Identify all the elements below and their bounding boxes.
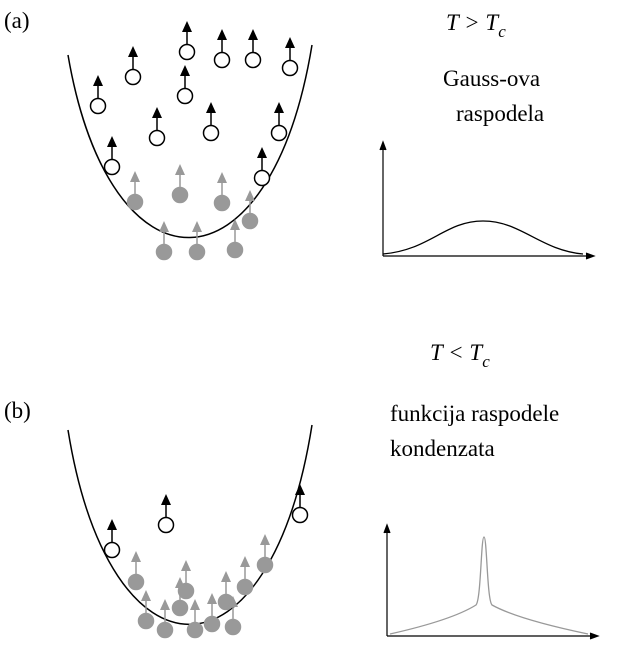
spin-arrow (217, 172, 227, 183)
particle (256, 556, 274, 574)
spin-arrow (141, 590, 151, 601)
particle (202, 124, 220, 142)
condensate-curve (389, 536, 589, 635)
spin-arrow (228, 596, 238, 607)
particle (178, 43, 196, 61)
spin-arrow (161, 494, 171, 505)
particle (89, 97, 107, 115)
caption: funkcija raspodele (390, 401, 559, 426)
spin-arrow (128, 46, 138, 57)
spin-arrow (221, 571, 231, 582)
axes (379, 140, 600, 640)
particle (155, 243, 173, 261)
caption: kondenzata (390, 436, 495, 461)
particle (126, 193, 144, 211)
spin-arrow (159, 221, 169, 232)
gauss-curve (382, 220, 584, 255)
spin-arrow (240, 556, 250, 567)
spin-arrow (181, 560, 191, 571)
particle (127, 573, 145, 591)
particle (213, 51, 231, 69)
spin-arrow (190, 599, 200, 610)
particle (291, 506, 309, 524)
spin-arrow (245, 190, 255, 201)
particle (281, 59, 299, 77)
spin-arrow (217, 29, 227, 40)
spin-arrow (107, 519, 117, 530)
particle (253, 169, 271, 187)
particle (226, 241, 244, 259)
particle (241, 212, 259, 230)
condition-subscript: c (482, 352, 490, 371)
particle (244, 51, 262, 69)
spin-arrow (182, 21, 192, 32)
particle (103, 158, 121, 176)
spin-arrow (152, 107, 162, 118)
spin-arrow (107, 136, 117, 147)
spin-arrow (130, 171, 140, 182)
condition-main: T > T (446, 10, 500, 35)
potential-well (67, 44, 313, 239)
particle (171, 186, 189, 204)
particle (213, 194, 231, 212)
spin-arrow (175, 577, 185, 588)
particle (124, 68, 142, 86)
particle (236, 578, 254, 596)
particle (156, 621, 174, 639)
spin-arrow (93, 75, 103, 86)
particle (157, 516, 175, 534)
condition: T > Tc (446, 10, 506, 41)
condition-main: T < T (430, 340, 484, 365)
spin-arrow (285, 37, 295, 48)
particle (188, 243, 206, 261)
condition: T < Tc (430, 340, 490, 371)
spin-arrow (206, 102, 216, 113)
spin-arrow (295, 484, 305, 495)
panel-label: (a) (4, 8, 30, 33)
spin-arrow (207, 593, 217, 604)
particle (137, 612, 155, 630)
particles (89, 21, 309, 639)
particle (103, 541, 121, 559)
spin-arrow (257, 147, 267, 158)
particle (270, 124, 288, 142)
spin-arrow (175, 164, 185, 175)
caption: raspodela (456, 101, 544, 126)
caption: Gauss-ova (443, 66, 540, 91)
spin-arrow (248, 29, 258, 40)
spin-arrow (230, 219, 240, 230)
spin-arrow (180, 65, 190, 76)
panel-label: (b) (4, 398, 31, 423)
particle (186, 621, 204, 639)
particle (171, 599, 189, 617)
spin-arrow (192, 221, 202, 232)
condition-subscript: c (498, 22, 506, 41)
spin-arrow (260, 534, 270, 545)
particle (203, 615, 221, 633)
particle (176, 87, 194, 105)
particle (224, 618, 242, 636)
spin-arrow (131, 551, 141, 562)
spin-arrow (274, 102, 284, 113)
particle (148, 129, 166, 147)
spin-arrow (160, 599, 170, 610)
